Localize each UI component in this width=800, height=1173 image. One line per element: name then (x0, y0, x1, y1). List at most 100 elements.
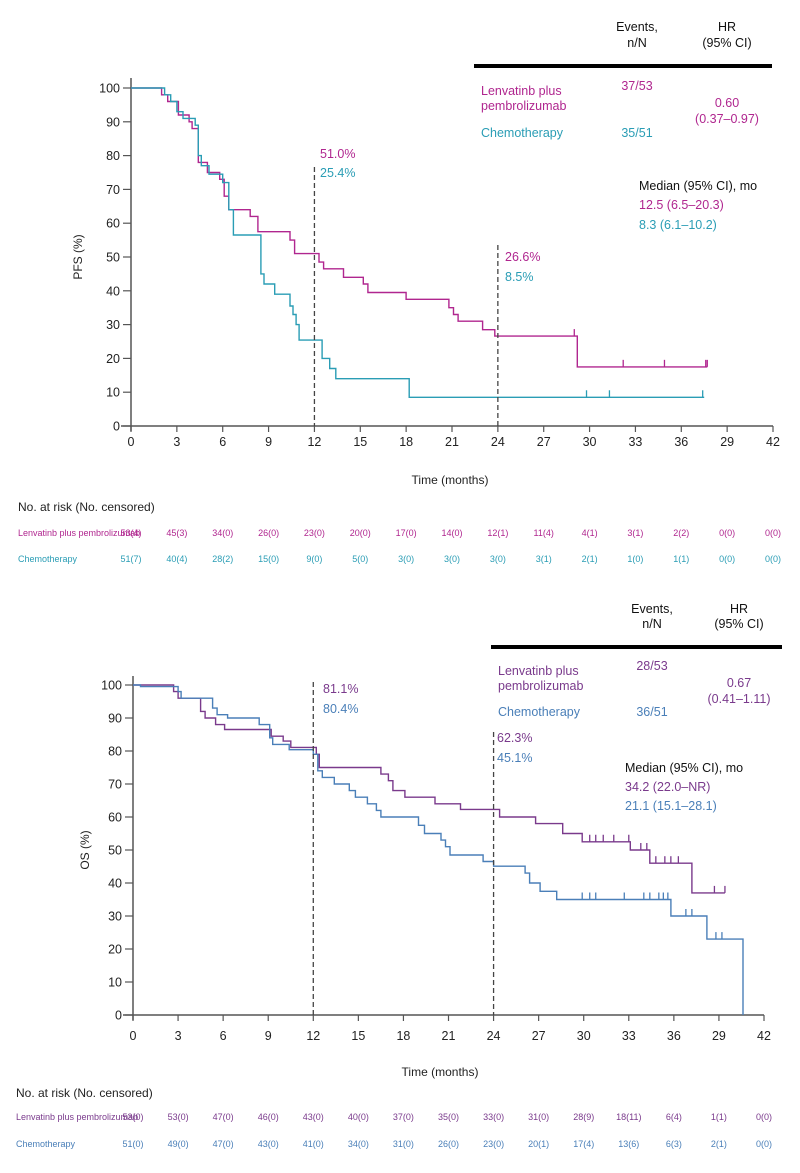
pfs-header-rule (474, 64, 772, 68)
pfs-events-chemo: 35/51 (621, 126, 652, 140)
pfs-landmark-lenva-24: 26.6% (505, 250, 540, 264)
pfs-risk-value: 3(0) (490, 554, 506, 564)
pfs-hr-value: 0.60 (715, 96, 739, 110)
os-landmark-lenva-24: 62.3% (497, 731, 532, 745)
pfs-y-tick-label: 0 (113, 420, 120, 434)
pfs-y-tick-label: 60 (106, 217, 120, 231)
pfs-x-tick-label: 21 (445, 435, 459, 449)
os-risk-title: No. at risk (No. censored) (16, 1086, 153, 1100)
os-events-lenva: 28/53 (636, 659, 667, 673)
os-risk-value: 35(0) (438, 1112, 459, 1122)
pfs-risk-value: 0(0) (719, 554, 735, 564)
os-x-tick-label: 33 (622, 1029, 636, 1043)
pfs-risk-value: 0(0) (765, 554, 781, 564)
pfs-risk-value: 3(0) (398, 554, 414, 564)
pfs-risk-value: 51(7) (120, 554, 141, 564)
os-events-chemo: 36/51 (636, 705, 667, 719)
pfs-risk-value: 53(4) (120, 528, 141, 538)
os-risk-value: 1(1) (711, 1112, 727, 1122)
os-hr-header-2: (95% CI) (714, 617, 763, 631)
os-hr-value: 0.67 (727, 676, 751, 690)
pfs-risk-value: 1(0) (627, 554, 643, 564)
os-risk-value: 17(4) (573, 1139, 594, 1149)
pfs-y-tick-label: 80 (106, 149, 120, 163)
os-risk-value: 26(0) (438, 1139, 459, 1149)
pfs-y-axis-title: PFS (%) (71, 234, 85, 279)
os-y-tick-label: 100 (101, 679, 122, 693)
os-landmark-chemo-24: 45.1% (497, 751, 532, 765)
os-y-tick-label: 40 (108, 877, 122, 891)
pfs-risk-value: 34(0) (212, 528, 233, 538)
pfs-risk-value: 2(2) (673, 528, 689, 538)
os-risk-value: 43(0) (258, 1139, 279, 1149)
pfs-risk-label-chemo: Chemotherapy (18, 554, 78, 564)
pfs-risk-value: 45(3) (166, 528, 187, 538)
pfs-x-tick-label: 24 (491, 435, 505, 449)
pfs-events-lenva: 37/53 (621, 79, 652, 93)
os-y-tick-label: 60 (108, 811, 122, 825)
os-risk-value: 37(0) (393, 1112, 414, 1122)
pfs-x-tick-label: 42 (766, 435, 780, 449)
pfs-median-title: Median (95% CI), mo (639, 179, 757, 193)
pfs-risk-label-lenva: Lenvatinb plus pembrolizumab (18, 528, 140, 538)
pfs-risk-value: 23(0) (304, 528, 325, 538)
pfs-y-tick-label: 90 (106, 115, 120, 129)
pfs-risk-value: 11(4) (534, 528, 554, 538)
os-x-tick-label: 3 (175, 1029, 182, 1043)
pfs-hr-header-2: (95% CI) (702, 36, 751, 50)
pfs-risk-value: 14(0) (441, 528, 462, 538)
os-median-title: Median (95% CI), mo (625, 761, 743, 775)
pfs-y-tick-label: 50 (106, 251, 120, 265)
os-risk-value: 33(0) (483, 1112, 504, 1122)
os-x-tick-label: 24 (487, 1029, 501, 1043)
os-x-tick-label: 36 (667, 1029, 681, 1043)
os-y-tick-label: 20 (108, 943, 122, 957)
pfs-risk-value: 17(0) (396, 528, 417, 538)
pfs-hr-header-1: HR (718, 20, 736, 34)
pfs-x-tick-label: 6 (219, 435, 226, 449)
pfs-y-tick-label: 10 (106, 386, 120, 400)
os-risk-value: 40(0) (348, 1112, 369, 1122)
os-risk-value: 31(0) (528, 1112, 549, 1122)
pfs-y-tick-label: 30 (106, 318, 120, 332)
os-risk-value: 49(0) (168, 1139, 189, 1149)
pfs-risk-value: 15(0) (258, 554, 279, 564)
pfs-x-tick-label: 15 (353, 435, 367, 449)
os-risk-value: 0(0) (756, 1139, 772, 1149)
os-risk-value: 51(0) (122, 1139, 143, 1149)
pfs-hr-ci: (0.37–0.97) (695, 112, 759, 126)
pfs-curve-chemo (131, 87, 705, 398)
os-x-tick-label: 6 (220, 1029, 227, 1043)
pfs-x-tick-label: 12 (307, 435, 321, 449)
pfs-risk-value: 1(1) (673, 554, 689, 564)
pfs-risk-value: 0(0) (765, 528, 781, 538)
os-y-tick-label: 90 (108, 712, 122, 726)
os-x-tick-label: 42 (757, 1029, 771, 1043)
os-x-tick-label: 30 (577, 1029, 591, 1043)
pfs-x-tick-label: 27 (537, 435, 551, 449)
os-x-tick-label: 27 (532, 1029, 546, 1043)
os-y-tick-label: 50 (108, 844, 122, 858)
os-hr-header-1: HR (730, 602, 748, 616)
os-x-tick-label: 12 (306, 1029, 320, 1043)
os-risk-value: 13(6) (618, 1139, 639, 1149)
pfs-risk-value: 3(1) (627, 528, 643, 538)
pfs-x-tick-label: 9 (265, 435, 272, 449)
pfs-risk-value: 28(2) (212, 554, 233, 564)
os-risk-value: 28(9) (573, 1112, 594, 1122)
os-x-tick-label: 15 (351, 1029, 365, 1043)
pfs-y-tick-label: 100 (99, 82, 120, 96)
pfs-x-tick-label: 30 (583, 435, 597, 449)
pfs-median-chemo: 8.3 (6.1–10.2) (639, 218, 717, 232)
pfs-risk-value: 40(4) (166, 554, 187, 564)
pfs-x-tick-label: 3 (173, 435, 180, 449)
os-hr-ci: (0.41–1.11) (707, 692, 770, 706)
pfs-legend-lenva-1: Lenvatinb plus (481, 84, 562, 98)
pfs-median-lenva: 12.5 (6.5–20.3) (639, 198, 724, 212)
os-y-tick-label: 30 (108, 910, 122, 924)
os-risk-label-chemo: Chemotherapy (16, 1139, 76, 1149)
os-header-rule (491, 645, 782, 649)
os-events-header-1: Events, (631, 602, 673, 616)
pfs-x-axis-title: Time (months) (412, 473, 489, 487)
os-x-tick-label: 0 (130, 1029, 137, 1043)
